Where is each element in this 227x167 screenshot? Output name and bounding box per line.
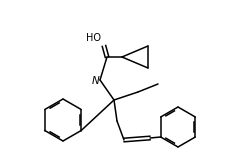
- Text: N: N: [92, 76, 99, 86]
- Text: HO: HO: [86, 33, 101, 43]
